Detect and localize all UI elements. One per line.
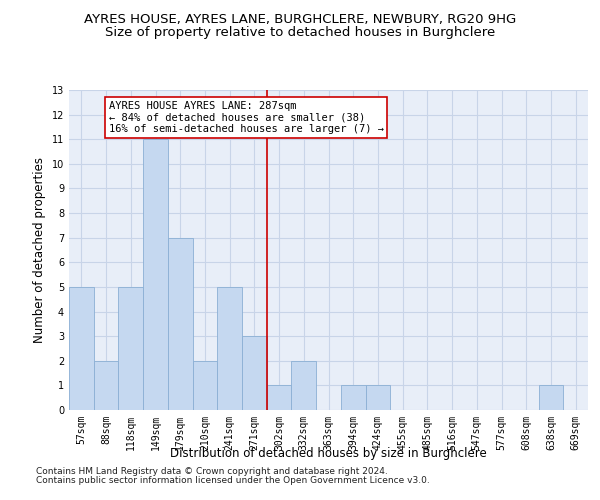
Bar [267, 386, 292, 410]
Bar [539, 386, 563, 410]
Bar [217, 287, 242, 410]
Text: Contains HM Land Registry data © Crown copyright and database right 2024.: Contains HM Land Registry data © Crown c… [36, 467, 388, 476]
Bar [143, 139, 168, 410]
Bar [365, 386, 390, 410]
Y-axis label: Number of detached properties: Number of detached properties [33, 157, 46, 343]
Bar [168, 238, 193, 410]
Bar [94, 361, 118, 410]
Bar [193, 361, 217, 410]
Bar [118, 287, 143, 410]
Text: Distribution of detached houses by size in Burghclere: Distribution of detached houses by size … [170, 448, 487, 460]
Text: AYRES HOUSE, AYRES LANE, BURGHCLERE, NEWBURY, RG20 9HG: AYRES HOUSE, AYRES LANE, BURGHCLERE, NEW… [84, 12, 516, 26]
Text: Size of property relative to detached houses in Burghclere: Size of property relative to detached ho… [105, 26, 495, 39]
Bar [292, 361, 316, 410]
Text: AYRES HOUSE AYRES LANE: 287sqm
← 84% of detached houses are smaller (38)
16% of : AYRES HOUSE AYRES LANE: 287sqm ← 84% of … [109, 101, 383, 134]
Bar [69, 287, 94, 410]
Text: Contains public sector information licensed under the Open Government Licence v3: Contains public sector information licen… [36, 476, 430, 485]
Bar [341, 386, 365, 410]
Bar [242, 336, 267, 410]
